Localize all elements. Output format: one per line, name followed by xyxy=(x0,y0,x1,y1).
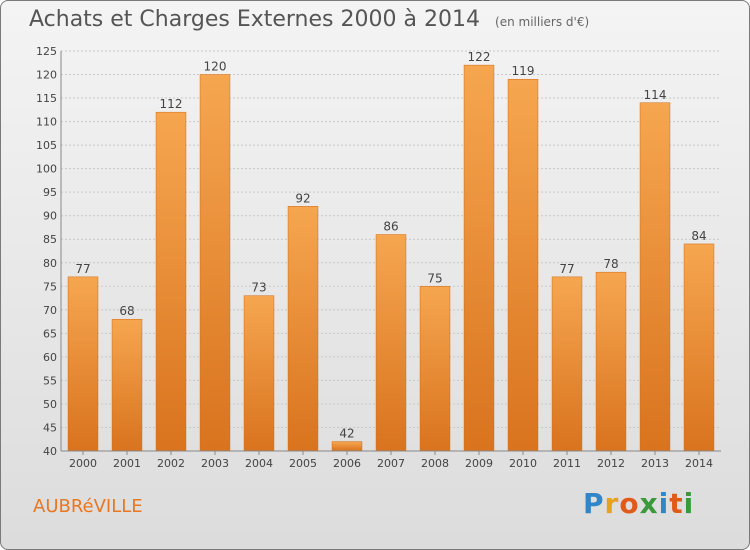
x-tick-label: 2000 xyxy=(69,457,97,470)
axes: 40 45 50 55 60 65 70 75 80 85 90 95 100 105 110 115 120 1… xyxy=(36,45,721,470)
y-tick-label: 65 xyxy=(43,327,57,340)
data-label: 86 xyxy=(383,220,398,234)
y-tick-label: 60 xyxy=(43,351,57,364)
bar-2005 xyxy=(287,206,319,452)
chart-subtitle: (en milliers d'€) xyxy=(495,15,590,29)
data-label: 122 xyxy=(468,50,491,64)
data-label: 77 xyxy=(75,262,90,276)
x-tick-label: 2007 xyxy=(377,457,405,470)
x-tick-label: 2008 xyxy=(421,457,449,470)
y-tick-label: 80 xyxy=(43,257,57,270)
y-tick-label: 115 xyxy=(36,92,57,105)
logo-letter: i xyxy=(658,487,670,520)
bar-2002 xyxy=(155,111,187,452)
x-tick-label: 2004 xyxy=(245,457,273,470)
y-tick-label: 70 xyxy=(43,304,57,317)
y-tick-label: 105 xyxy=(36,139,57,152)
y-tick-label: 95 xyxy=(43,186,57,199)
data-label: 119 xyxy=(512,64,535,78)
data-label: 120 xyxy=(204,60,227,74)
logo-letter: o xyxy=(619,487,640,520)
logo-letter: r xyxy=(604,487,620,520)
data-label: 42 xyxy=(339,427,354,441)
data-label: 84 xyxy=(691,229,706,243)
bar-2000 xyxy=(67,276,99,452)
bar-2013 xyxy=(639,102,671,452)
title-row: Achats et Charges Externes 2000 à 2014 (… xyxy=(29,7,589,32)
y-tick-label: 90 xyxy=(43,210,57,223)
bar-2007 xyxy=(375,234,407,452)
bar-2003 xyxy=(199,74,231,452)
bar-2001 xyxy=(111,318,143,452)
y-tick-label: 45 xyxy=(43,421,57,434)
y-tick-label: 55 xyxy=(43,374,57,387)
x-tick-label: 2010 xyxy=(509,457,537,470)
data-label: 112 xyxy=(160,97,183,111)
bar-2010 xyxy=(507,78,539,452)
data-label: 92 xyxy=(295,191,310,205)
x-tick-label: 2003 xyxy=(201,457,229,470)
y-tick-label: 40 xyxy=(43,445,57,458)
bar-2008 xyxy=(419,286,451,452)
bar-2011 xyxy=(551,276,583,452)
y-tick-label: 85 xyxy=(43,233,57,246)
data-label: 73 xyxy=(251,281,266,295)
bar-2004 xyxy=(243,295,275,452)
x-tick-label: 2011 xyxy=(553,457,581,470)
x-tick-label: 2009 xyxy=(465,457,493,470)
logo-letter: i xyxy=(683,487,695,520)
bar-2012 xyxy=(595,271,627,452)
logo-letter: t xyxy=(669,487,684,520)
y-tick-label: 110 xyxy=(36,116,57,129)
x-tick-label: 2001 xyxy=(113,457,141,470)
data-label: 114 xyxy=(644,88,667,102)
logo-letter: P xyxy=(583,487,605,520)
proxiti-logo: Proxiti xyxy=(583,487,694,520)
y-tick-label: 120 xyxy=(36,69,57,82)
x-tick-label: 2013 xyxy=(641,457,669,470)
bar-2009 xyxy=(463,64,495,452)
x-tick-label: 2002 xyxy=(157,457,185,470)
logo-letter: x xyxy=(639,487,659,520)
y-tick-label: 75 xyxy=(43,280,57,293)
bar-2006 xyxy=(331,441,363,452)
y-tick-label: 50 xyxy=(43,398,57,411)
data-label: 78 xyxy=(603,257,618,271)
bar-2014 xyxy=(683,243,715,452)
data-label: 75 xyxy=(427,271,442,285)
x-tick-label: 2012 xyxy=(597,457,625,470)
data-label: 68 xyxy=(119,304,134,318)
x-tick-label: 2006 xyxy=(333,457,361,470)
chart-title: Achats et Charges Externes 2000 à 2014 xyxy=(29,7,480,32)
x-tick-label: 2005 xyxy=(289,457,317,470)
y-tick-label: 100 xyxy=(36,163,57,176)
commune-name: AUBRéVILLE xyxy=(33,496,143,517)
y-tick-label: 125 xyxy=(36,45,57,58)
bars: 77 68 112 120 73 92 42 86 75 122 119 77 78 114 84 xyxy=(67,50,715,452)
x-tick-label: 2014 xyxy=(685,457,713,470)
data-label: 77 xyxy=(559,262,574,276)
